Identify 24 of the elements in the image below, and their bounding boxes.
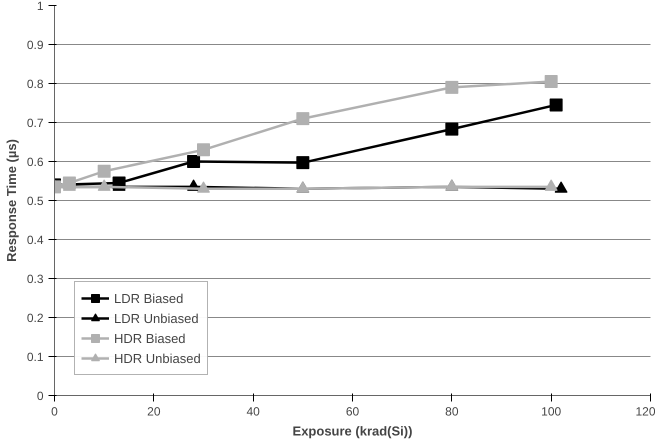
x-tick-label: 120: [635, 404, 656, 418]
y-axis-title: Response Time (µs): [4, 139, 19, 262]
x-axis-title: Exposure (krad(Si)): [292, 424, 412, 438]
y-tick-label: 0.9: [26, 38, 44, 52]
y-tick-label: 0: [36, 389, 44, 403]
legend-label: HDR Biased: [114, 330, 186, 346]
legend-label: HDR Unbiased: [114, 350, 201, 366]
x-tick-label: 60: [346, 404, 360, 418]
x-tick-label: 100: [541, 404, 562, 418]
y-tick-label: 1: [36, 0, 44, 13]
x-tick-label: 80: [445, 404, 459, 418]
x-tick-label: 40: [246, 404, 260, 418]
y-tick-label: 0.5: [26, 194, 44, 208]
y-tick-label: 0.3: [26, 272, 44, 286]
legend-label: LDR Biased: [114, 290, 184, 306]
y-tick-label: 0.6: [26, 155, 44, 169]
y-tick-label: 0.1: [26, 350, 44, 364]
x-tick-label: 20: [147, 404, 161, 418]
y-tick-label: 0.8: [26, 77, 44, 91]
y-tick-label: 0.2: [26, 311, 44, 325]
x-tick-label: 0: [51, 404, 58, 418]
y-tick-label: 0.7: [26, 116, 44, 130]
y-tick-label: 0.4: [26, 233, 44, 247]
legend-label: LDR Unbiased: [114, 310, 199, 326]
